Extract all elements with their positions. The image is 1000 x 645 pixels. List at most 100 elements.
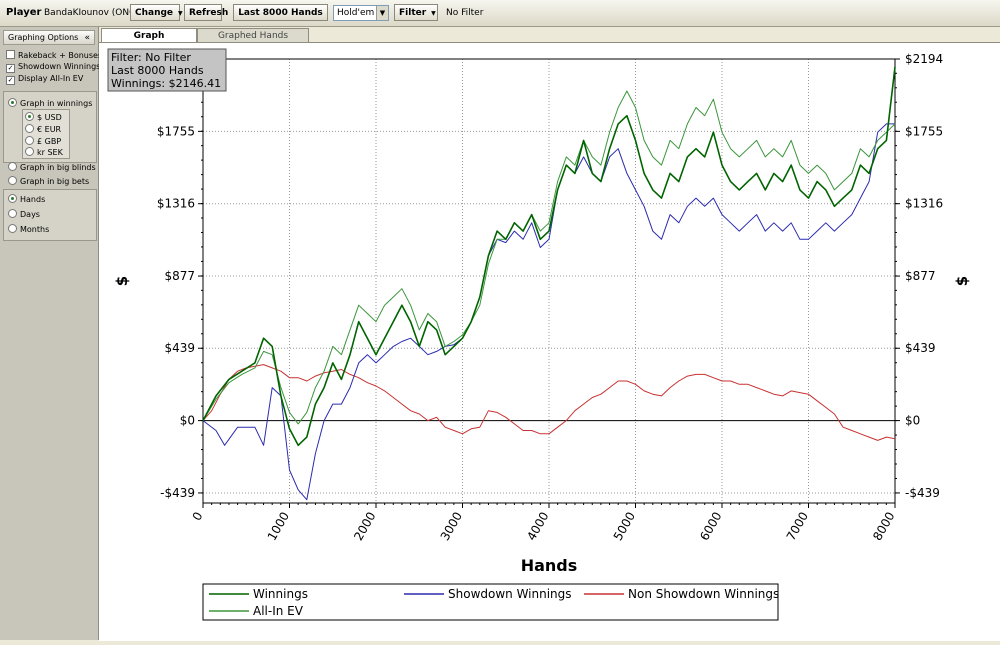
info-box-bg: [107, 48, 227, 92]
game-select[interactable]: Hold'em ▼: [333, 5, 389, 21]
y-axis-label-left: $: [113, 276, 131, 286]
allin-ev-checkbox[interactable]: ✓ Display All-In EV: [6, 74, 83, 85]
graph-in-big-bets-radio[interactable]: Graph in big bets: [8, 176, 89, 186]
showdown-winnings-checkbox[interactable]: ✓ Showdown Winnings: [6, 62, 100, 73]
y-tick-label-right: $1755: [905, 124, 943, 138]
hands-range-button[interactable]: Last 8000 Hands: [233, 4, 328, 21]
y-axis-label-right: $: [953, 276, 971, 286]
legend-label: Non Showdown Winnings: [628, 587, 779, 601]
x-tick-label: 7000: [784, 510, 811, 543]
y-tick-label-left: $439: [164, 341, 195, 355]
x-units-days-label: Days: [20, 210, 40, 219]
currency-usd-radio[interactable]: $ USD: [25, 112, 62, 122]
y-tick-label-left: $1755: [157, 124, 195, 138]
y-tick-label-left: $0: [180, 414, 195, 428]
x-tick-label: 6000: [697, 510, 724, 543]
radio-icon: [8, 162, 17, 171]
chart-panel: 0 1000 2000 3000 4000 5000 6000 7000 8000 -$439 -$…: [99, 42, 1000, 641]
x-axis-label: Hands: [521, 556, 578, 575]
x-tick-label: 3000: [438, 510, 465, 543]
y-tick-label-right: $0: [905, 414, 920, 428]
radio-icon: [25, 147, 34, 156]
checkbox-icon: [6, 50, 15, 59]
y-tick-label-left: $877: [164, 269, 195, 283]
y-tick-label-right: $877: [905, 269, 936, 283]
toolbar: Player BandaKIounov (ONG) Change ▼ Refres…: [0, 0, 1000, 27]
rakeback-checkbox[interactable]: Rakeback + Bonuses: [6, 50, 102, 60]
graph-in-big-blinds-radio[interactable]: Graph in big blinds: [8, 162, 96, 172]
radio-selected-icon: [8, 98, 17, 107]
player-label: Player: [6, 7, 42, 18]
series-line-1: [202, 66, 896, 447]
allin-ev-label: Display All-In EV: [18, 74, 84, 83]
radio-icon: [8, 176, 17, 185]
currency-eur-label: € EUR: [37, 125, 62, 134]
radio-selected-icon: [25, 112, 34, 121]
currency-gbp-radio[interactable]: £ GBP: [25, 136, 61, 146]
refresh-button[interactable]: Refresh: [184, 4, 228, 21]
checkmark-icon: ✓: [6, 76, 15, 85]
tab-graphed-hands[interactable]: Graphed Hands: [197, 28, 309, 42]
radio-icon: [8, 209, 17, 218]
graphing-options-sidebar: Graphing Options « Rakeback + Bonuses ✓ S…: [0, 27, 102, 640]
series-lines: [202, 66, 896, 501]
legend-label: Showdown Winnings: [448, 587, 572, 601]
radio-icon: [25, 136, 34, 145]
collapse-icon[interactable]: «: [84, 33, 90, 43]
axes: 0 1000 2000 3000 4000 5000 6000 7000 8000 -$439 -$…: [113, 52, 971, 575]
radio-selected-icon: [8, 194, 17, 203]
graph-in-winnings-label: Graph in winnings: [20, 99, 93, 108]
legend-box: [202, 583, 779, 621]
currency-usd-label: $ USD: [37, 113, 62, 122]
x-units-hands-radio[interactable]: Hands: [8, 194, 45, 204]
filter-status: No Filter: [446, 8, 484, 18]
x-tick-label: 1000: [265, 510, 292, 543]
graph-in-big-bets-label: Graph in big bets: [20, 177, 90, 186]
x-tick-label: 5000: [611, 510, 638, 543]
x-tick-label: 4000: [524, 510, 551, 543]
x-units-group: [3, 189, 97, 241]
x-units-hands-label: Hands: [20, 195, 46, 204]
y-tick-label-right: $2194: [905, 52, 943, 66]
dropdown-arrow-icon: ▼: [431, 10, 436, 17]
currency-eur-radio[interactable]: € EUR: [25, 124, 61, 134]
radio-icon: [25, 124, 34, 133]
radio-icon: [8, 224, 17, 233]
checkmark-icon: ✓: [6, 64, 15, 73]
y-tick-label-right: $439: [905, 341, 936, 355]
x-units-months-label: Months: [20, 225, 50, 234]
graphing-options-title: Graphing Options: [8, 33, 79, 42]
legend: Winnings Showdown Winnings Non Showdown Wi…: [202, 583, 779, 621]
x-units-months-radio[interactable]: Months: [8, 224, 49, 234]
y-tick-label-left: $1316: [157, 197, 195, 211]
x-tick-label: 0: [190, 510, 206, 524]
graph-in-big-blinds-label: Graph in big blinds: [20, 163, 96, 172]
rakeback-label: Rakeback + Bonuses: [18, 51, 103, 60]
change-button-label: Change: [135, 8, 174, 18]
graph-in-winnings-radio[interactable]: Graph in winnings: [8, 98, 92, 108]
showdown-winnings-label: Showdown Winnings: [18, 62, 101, 71]
player-name: BandaKIounov (ONG): [44, 8, 140, 18]
dropdown-arrow-icon: ▼: [376, 6, 388, 20]
y-tick-label-left: -$439: [160, 486, 195, 500]
currency-sek-label: kr SEK: [37, 148, 63, 157]
legend-label: Winnings: [253, 587, 308, 601]
graphing-options-header: Graphing Options «: [3, 30, 95, 45]
tab-graph[interactable]: Graph: [101, 28, 197, 42]
filter-button[interactable]: Filter ▼: [394, 4, 438, 21]
y-tick-label-right: $1316: [905, 197, 943, 211]
change-button[interactable]: Change ▼: [130, 4, 183, 21]
info-box-line: Last 8000 Hands: [111, 64, 204, 77]
legend-label: All-In EV: [253, 604, 304, 618]
currency-sek-radio[interactable]: kr SEK: [25, 147, 63, 157]
info-box-line: Winnings: $2146.41: [111, 77, 221, 90]
x-units-days-radio[interactable]: Days: [8, 209, 40, 219]
x-tick-label: 2000: [351, 510, 378, 543]
view-tabs: Graph Graphed Hands: [99, 28, 1000, 42]
series-line-3: [202, 364, 896, 441]
currency-gbp-label: £ GBP: [37, 137, 62, 146]
series-line-4: [202, 90, 896, 425]
filter-button-label: Filter: [399, 8, 427, 18]
winnings-chart: 0 1000 2000 3000 4000 5000 6000 7000 8000 -$439 -$…: [107, 48, 971, 621]
